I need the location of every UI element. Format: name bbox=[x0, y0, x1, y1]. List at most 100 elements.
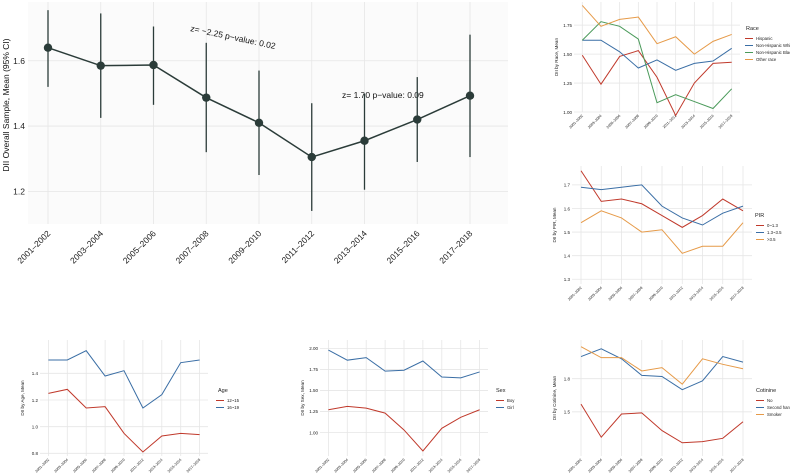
pir-ytick-label: 1.7 bbox=[564, 183, 571, 188]
age-xtick-label: 2017–2018 bbox=[186, 458, 202, 474]
main-xtick-label: 2011–2012 bbox=[279, 228, 316, 265]
pir-xtick-label: 2011–2012 bbox=[669, 286, 684, 301]
sex-ytick-label: 2.00 bbox=[309, 346, 318, 351]
cotinine-legend-title: Cotinine bbox=[756, 388, 776, 394]
main-xtick-label: 2015–2016 bbox=[385, 228, 422, 265]
race-legend-label: Non-Hispanic Black bbox=[756, 50, 790, 55]
main-xtick-label: 2017–2018 bbox=[437, 228, 474, 265]
pir-xtick-label: 2005–2006 bbox=[608, 286, 624, 302]
annotation-2: z= 1.70 p−value: 0.09 bbox=[342, 90, 424, 100]
main-data-point bbox=[360, 136, 369, 145]
sex-panel: Sex 1.00 1.25 1.50 1.75 2.00 2001–2002 2003–20… bbox=[300, 340, 515, 473]
pir-legend-label: 0~1.3 bbox=[767, 223, 778, 228]
sex-xtick-label: 2015–2016 bbox=[447, 458, 463, 474]
sex-ytick-label: 1.75 bbox=[309, 367, 318, 372]
sex-xtick-label: 2017–2018 bbox=[466, 458, 482, 474]
pir-legend-title: PIR bbox=[755, 213, 764, 219]
sex-ytick-label: 1.25 bbox=[309, 409, 318, 414]
pir-ytick-label: 1.5 bbox=[564, 230, 571, 235]
cotinine-xtick-label: 2011–2012 bbox=[669, 458, 684, 473]
cotinine-xtick-label: 2009–2010 bbox=[648, 458, 664, 474]
pir-series-line bbox=[580, 210, 744, 254]
race-xtick-label: 2011–2012 bbox=[662, 114, 677, 129]
sex-xtick-label: 2009–2010 bbox=[390, 458, 406, 474]
main-ylabel: DII Overall Sample, Mean (95% CI) bbox=[1, 38, 11, 171]
sex-xtick-label: 2013–2014 bbox=[428, 458, 444, 474]
race-xtick-label: 2005–2006 bbox=[606, 114, 622, 130]
cotinine-xtick-label: 2005–2006 bbox=[608, 458, 624, 474]
age-xtick-label: 2013–2014 bbox=[148, 458, 164, 474]
pir-xtick-label: 2001–2002 bbox=[567, 286, 583, 302]
main-xtick-label: 2001–2002 bbox=[15, 228, 52, 265]
pir-ytick-label: 1.6 bbox=[564, 206, 571, 211]
pir-xtick-label: 2009–2010 bbox=[648, 286, 664, 302]
main-ytick-label: 1.4 bbox=[13, 121, 25, 131]
race-xtick-label: 2001–2002 bbox=[568, 114, 584, 130]
race-series-line bbox=[581, 21, 733, 110]
race-xtick-label: 2007–2008 bbox=[624, 114, 640, 130]
race-ytick-label: 1.00 bbox=[563, 110, 572, 115]
race-legend-label: Hispanic bbox=[756, 36, 773, 41]
pir-ylabel: DII by PIR, Mean bbox=[552, 207, 557, 242]
sex-legend-label: Boy bbox=[507, 398, 515, 403]
age-xtick-label: 2011–2012 bbox=[129, 458, 144, 473]
cotinine-xtick-label: 2017–2018 bbox=[729, 458, 745, 474]
race-legend-label: Non-Hispanic White bbox=[756, 43, 790, 48]
pir-xtick-label: 2007–2008 bbox=[628, 286, 644, 302]
main-plot-background bbox=[28, 2, 508, 224]
age-series-line bbox=[48, 388, 200, 453]
main-data-point bbox=[202, 93, 211, 102]
age-ytick-label: 1.0 bbox=[32, 424, 39, 429]
main-data-point bbox=[43, 43, 53, 52]
main-data-point bbox=[465, 91, 475, 100]
cotinine-series-line bbox=[580, 346, 744, 385]
race-ylabel: DII by Race, Mean bbox=[554, 38, 559, 76]
pir-ytick-label: 1.3 bbox=[564, 277, 571, 282]
cotinine-ylabel: DII by Cotinine, Mean bbox=[552, 375, 557, 420]
age-ytick-label: 0.8 bbox=[32, 451, 39, 456]
cotinine-xtick-label: 2015–2016 bbox=[709, 458, 725, 474]
age-legend-label: 16~19 bbox=[227, 405, 240, 410]
sex-xtick-label: 2001–2002 bbox=[315, 458, 331, 474]
pir-xtick-label: 2013–2014 bbox=[689, 286, 705, 302]
sex-xtick-label: 2005–2006 bbox=[352, 458, 368, 474]
sex-legend-label: Girl bbox=[507, 405, 514, 410]
sex-series-line bbox=[328, 405, 480, 452]
age-xtick-label: 2009–2010 bbox=[110, 458, 126, 474]
main-xtick-label: 2007–2008 bbox=[174, 228, 211, 265]
age-xtick-label: 2015–2016 bbox=[167, 458, 183, 474]
race-legend-title: Race bbox=[746, 26, 759, 32]
age-panel: Age 0.8 1.0 1.2 1.4 2001–2002 2003–2004 2005–2… bbox=[20, 340, 240, 473]
main-data-point bbox=[413, 115, 422, 124]
age-xtick-label: 2003–2004 bbox=[53, 458, 69, 474]
cotinine-series-line bbox=[580, 348, 744, 391]
age-xtick-label: 2001–2002 bbox=[35, 458, 51, 474]
sex-ylabel: DII by Sex, Mean bbox=[300, 380, 305, 416]
pir-legend-label: >3.5 bbox=[767, 237, 776, 242]
race-legend-label: Other race bbox=[756, 57, 777, 62]
age-ytick-label: 1.4 bbox=[32, 371, 39, 376]
sex-ytick-label: 1.50 bbox=[309, 388, 318, 393]
cotinine-legend-label: No bbox=[767, 398, 773, 403]
race-series-line bbox=[582, 39, 732, 71]
sex-legend-title: Sex bbox=[496, 388, 506, 394]
main-ytick-label: 1.6 bbox=[13, 56, 25, 66]
age-ytick-label: 1.2 bbox=[32, 398, 39, 403]
age-legend-title: Age bbox=[218, 388, 228, 394]
pir-panel: PIR 1.3 1.4 1.5 1.6 1.7 2001–2002 2003–2004 200… bbox=[552, 166, 782, 301]
pir-xtick-label: 2003–2004 bbox=[587, 286, 603, 302]
main-data-point bbox=[96, 61, 105, 70]
main-ytick-label: 1.2 bbox=[13, 186, 25, 196]
race-ytick-label: 1.25 bbox=[563, 81, 572, 86]
pir-series-line bbox=[580, 170, 744, 228]
pir-xtick-label: 2015–2016 bbox=[709, 286, 725, 302]
race-ytick-label: 1.50 bbox=[563, 52, 572, 57]
race-xtick-label: 2003–2004 bbox=[587, 114, 603, 130]
pir-legend-label: 1.3~3.5 bbox=[767, 230, 782, 235]
race-xtick-label: 2013–2014 bbox=[681, 114, 697, 130]
race-xtick-label: 2015–2016 bbox=[699, 114, 715, 130]
pir-ytick-label: 1.4 bbox=[564, 253, 571, 258]
sex-xtick-label: 2007–2008 bbox=[371, 458, 387, 474]
pir-xtick-label: 2017–2018 bbox=[729, 286, 745, 302]
